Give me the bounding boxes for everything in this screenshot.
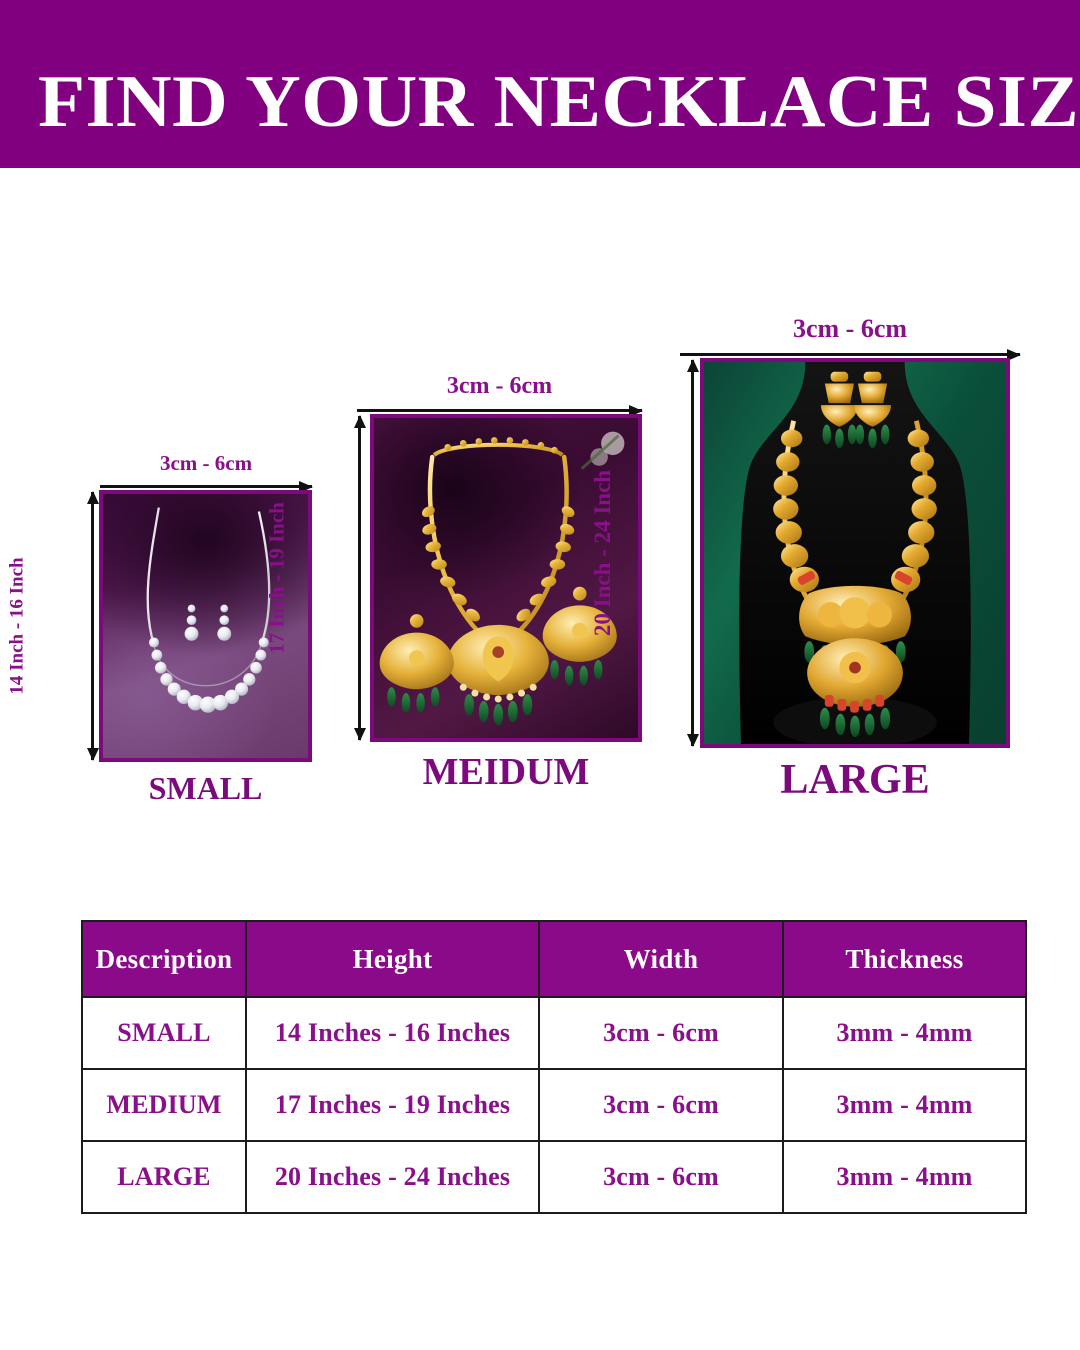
large-necklace-photo bbox=[700, 358, 1010, 748]
size-caption-small: SMALL bbox=[148, 770, 263, 806]
height-measure-label-small: 14 Inch - 16 Inch bbox=[6, 557, 28, 695]
pendant bbox=[447, 624, 549, 726]
column-header-height: Height bbox=[245, 920, 540, 998]
cell-description: MEDIUM bbox=[81, 1068, 247, 1142]
earring-left bbox=[379, 614, 454, 713]
column-header-width: Width bbox=[538, 920, 784, 998]
medium-necklace-photo bbox=[370, 414, 642, 742]
width-measure-small: 3cm - 6cm bbox=[100, 448, 313, 496]
width-arrow-line-medium bbox=[357, 409, 642, 412]
table-body: SMALL 14 Inches - 16 Inches 3cm - 6cm 3m… bbox=[81, 996, 1027, 1214]
cell-height: 20 Inches - 24 Inches bbox=[245, 1140, 540, 1214]
height-arrow-line-large bbox=[691, 360, 694, 746]
cell-width: 3cm - 6cm bbox=[538, 1140, 784, 1214]
width-arrow-line-large bbox=[680, 353, 1020, 356]
size-caption-medium: MEIDUM bbox=[422, 751, 590, 793]
height-arrow-head-bottom-large bbox=[687, 734, 699, 747]
width-arrow-line-small bbox=[100, 485, 312, 488]
cell-thickness: 3mm - 4mm bbox=[782, 1140, 1027, 1214]
earring-pair bbox=[820, 371, 892, 449]
table-row: LARGE 20 Inches - 24 Inches 3cm - 6cm 3m… bbox=[81, 1140, 1027, 1214]
cell-description: SMALL bbox=[81, 996, 247, 1070]
table-header-row: Description Height Width Thickness bbox=[81, 920, 1027, 998]
center-collar bbox=[799, 585, 911, 667]
small-necklace-photo bbox=[99, 490, 312, 762]
cell-height: 14 Inches - 16 Inches bbox=[245, 996, 540, 1070]
large-necklace-illustration bbox=[739, 362, 971, 744]
width-measure-large: 3cm - 6cm bbox=[680, 308, 1021, 364]
cell-thickness: 3mm - 4mm bbox=[782, 996, 1027, 1070]
cell-width: 3cm - 6cm bbox=[538, 1068, 784, 1142]
width-measure-label-small: 3cm - 6cm bbox=[159, 451, 253, 475]
width-measure-label-large: 3cm - 6cm bbox=[792, 314, 908, 343]
table-row: MEDIUM 17 Inches - 19 Inches 3cm - 6cm 3… bbox=[81, 1068, 1027, 1142]
medium-necklace-photo-background bbox=[374, 418, 638, 738]
height-measure-large: 20 Inch - 24 Inch bbox=[590, 359, 700, 747]
small-necklace-photo-background bbox=[103, 494, 308, 758]
height-arrow-line-medium bbox=[358, 416, 361, 740]
size-caption-large: LARGE bbox=[780, 757, 930, 803]
earring-right bbox=[542, 586, 617, 686]
page-title: FIND YOUR NECKLACE SIZE bbox=[38, 61, 1080, 143]
column-header-description: Description bbox=[81, 920, 247, 998]
medium-necklace-illustration bbox=[379, 431, 625, 726]
flower-decor bbox=[580, 431, 625, 470]
width-measure-medium: 3cm - 6cm bbox=[357, 368, 643, 420]
height-measure-medium: 17 Inch - 19 Inch bbox=[265, 415, 367, 741]
height-arrow-line-small bbox=[91, 492, 94, 760]
size-block-small: 3cm - 6cm 14 Inch - 16 Inch bbox=[6, 448, 320, 808]
column-header-thickness: Thickness bbox=[782, 920, 1027, 998]
table-row: SMALL 14 Inches - 16 Inches 3cm - 6cm 3m… bbox=[81, 996, 1027, 1070]
height-arrow-head-bottom-medium bbox=[354, 728, 366, 741]
size-block-large: 3cm - 6cm 20 Inch - 24 Inch bbox=[590, 308, 1025, 818]
main-pendant bbox=[807, 638, 903, 738]
height-measure-label-large: 20 Inch - 24 Inch bbox=[589, 469, 615, 637]
cell-description: LARGE bbox=[81, 1140, 247, 1214]
cell-width: 3cm - 6cm bbox=[538, 996, 784, 1070]
width-measure-label-medium: 3cm - 6cm bbox=[446, 373, 553, 399]
size-block-medium: 3cm - 6cm 17 Inch - 19 Inch bbox=[265, 368, 645, 798]
height-measure-small: 14 Inch - 16 Inch bbox=[6, 491, 100, 761]
cell-thickness: 3mm - 4mm bbox=[782, 1068, 1027, 1142]
height-measure-label-medium: 17 Inch - 19 Inch bbox=[264, 502, 289, 654]
width-arrow-head-large bbox=[1007, 349, 1021, 361]
large-necklace-photo-background bbox=[704, 362, 1006, 744]
cell-height: 17 Inches - 19 Inches bbox=[245, 1068, 540, 1142]
size-illustrations-area: 3cm - 6cm 14 Inch - 16 Inch bbox=[0, 168, 1080, 908]
table-header: Description Height Width Thickness bbox=[81, 920, 1027, 998]
header-banner: FIND YOUR NECKLACE SIZE bbox=[0, 0, 1080, 168]
height-arrow-head-bottom-small bbox=[87, 748, 99, 761]
size-chart-table: Description Height Width Thickness SMALL… bbox=[81, 920, 1027, 1214]
small-necklace-illustration bbox=[146, 507, 271, 713]
